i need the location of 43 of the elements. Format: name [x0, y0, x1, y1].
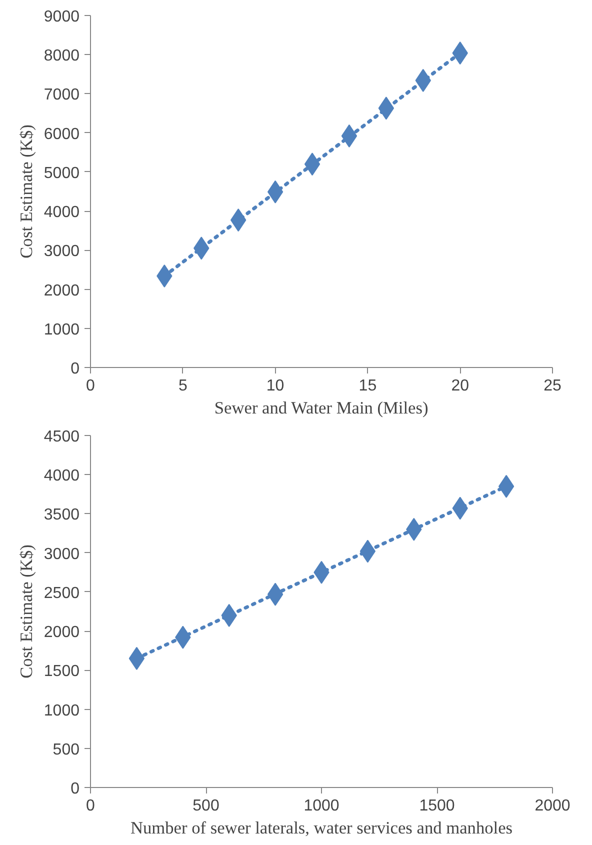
point: [304, 152, 320, 176]
y-tick-label: 2500: [44, 584, 80, 602]
y-tick-label: 7000: [44, 86, 80, 104]
x-axis-title: Sewer and Water Main (Miles): [214, 398, 429, 418]
y-tick-label: 4000: [44, 468, 80, 485]
y-axis-title: Cost Estimate (K$): [16, 544, 36, 678]
point: [128, 646, 145, 670]
y-tick-label: 8000: [44, 48, 80, 65]
x-tick-label: 15: [358, 378, 377, 394]
y-tick-label: 3500: [44, 506, 80, 524]
point: [360, 540, 376, 563]
y-tick-label: 4500: [44, 428, 80, 446]
y-tick-label: 3000: [44, 546, 80, 563]
point: [378, 96, 394, 120]
point: [267, 582, 284, 606]
point: [498, 474, 514, 498]
y-tick-label: 1000: [44, 321, 80, 338]
y-tick-label: 0: [70, 360, 80, 378]
y-tick-label: 3000: [44, 243, 80, 260]
y-tick-label: 500: [52, 741, 80, 758]
x-tick-label: 10: [266, 378, 284, 394]
y-tick-label: 4000: [44, 204, 80, 222]
x-axis-title: Number of sewer laterals, water services and manholes: [130, 818, 513, 838]
x-tick-label: 0: [86, 798, 96, 814]
y-tick-label: 1500: [44, 663, 80, 680]
y-tick-label: 1000: [44, 702, 80, 720]
y-tick-label: 0: [70, 780, 80, 798]
x-tick-label: 2000: [534, 798, 570, 814]
point: [341, 124, 358, 148]
y-axis-title: Cost Estimate (K$): [16, 124, 36, 258]
x-tick-label: 5: [178, 378, 188, 394]
x-tick-label: 500: [192, 798, 220, 814]
y-tick-label: 2000: [44, 282, 80, 300]
y-tick-label: 9000: [44, 8, 80, 26]
x-tick-label: 25: [544, 378, 562, 394]
x-tick-label: 1500: [419, 798, 455, 814]
y-tick-label: 2000: [44, 624, 80, 642]
point: [267, 180, 284, 204]
x-tick-label: 1000: [304, 798, 340, 814]
x-tick-label: 20: [451, 378, 470, 394]
x-tick-label: 0: [86, 378, 96, 394]
y-tick-label: 5000: [44, 164, 80, 182]
y-tick-label: 6000: [44, 126, 80, 143]
